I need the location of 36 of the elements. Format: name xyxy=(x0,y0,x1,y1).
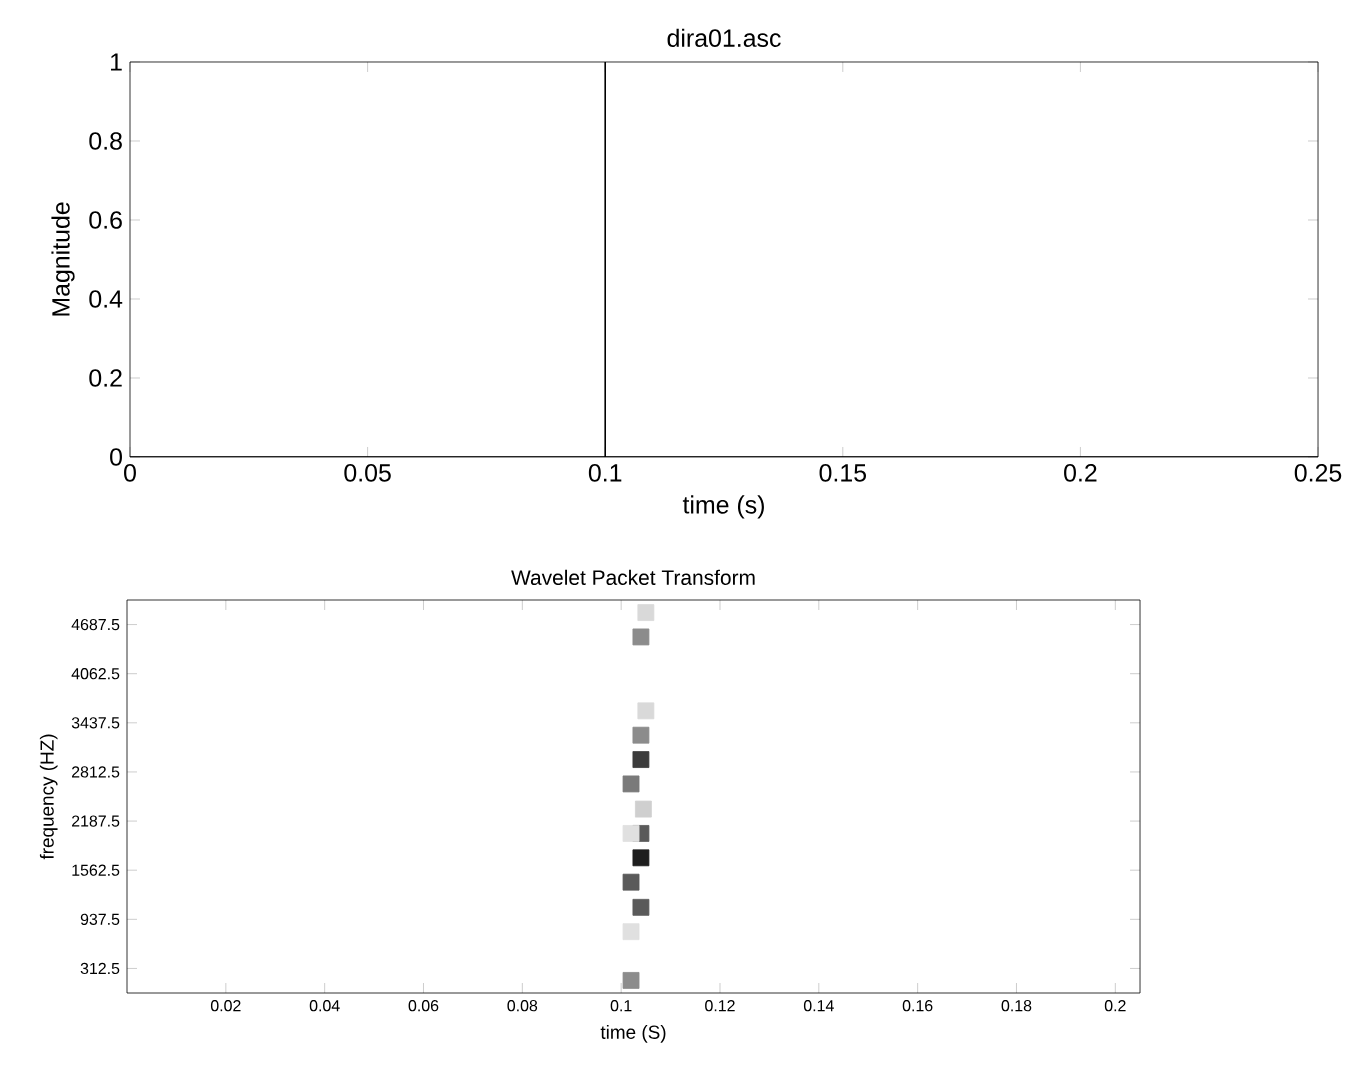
y-tick-label: 0.4 xyxy=(89,290,123,308)
y-tick-label: 1 xyxy=(111,53,122,71)
chart-title: Wavelet Packet Transform xyxy=(511,569,755,586)
y-axis-title: Magnitude xyxy=(51,202,75,316)
x-axis-title: time (s) xyxy=(682,495,764,519)
x-tick-label: 0.2 xyxy=(1104,1000,1126,1012)
x-tick-label: 0.02 xyxy=(210,1000,241,1012)
y-tick-label: 4062.5 xyxy=(71,668,120,680)
y-tick-label: 2187.5 xyxy=(72,815,120,827)
y-tick-label: 1562.5 xyxy=(72,864,120,876)
y-axis-title: frequency (HZ) xyxy=(39,734,58,860)
x-tick-label: 0.06 xyxy=(408,1000,439,1012)
chart-title: dira01.asc xyxy=(667,28,781,47)
y-tick-label: 3437.5 xyxy=(71,717,120,729)
x-tick-label: 0.25 xyxy=(1294,464,1342,482)
x-tick-label: 0 xyxy=(124,464,136,482)
y-tick-label: 2812.5 xyxy=(72,766,120,778)
x-tick-label: 0.14 xyxy=(803,1000,834,1012)
y-tick-label: 4687.5 xyxy=(71,618,120,631)
x-tick-label: 0.16 xyxy=(902,1000,933,1012)
y-tick-label: 0 xyxy=(110,448,122,466)
x-tick-label: 0.1 xyxy=(610,1000,632,1012)
y-tick-label: 0.2 xyxy=(89,369,122,387)
x-axis-title: time (S) xyxy=(600,1025,666,1043)
x-tick-label: 0.05 xyxy=(344,464,391,482)
x-tick-label: 0.1 xyxy=(588,464,622,482)
y-tick-label: 0.6 xyxy=(89,211,122,229)
y-tick-label: 0.8 xyxy=(89,132,122,150)
x-tick-label: 0.08 xyxy=(507,1000,538,1012)
x-tick-label: 0.15 xyxy=(819,464,866,482)
y-tick-label: 937.5 xyxy=(80,913,120,925)
x-tick-label: 0.12 xyxy=(705,1000,735,1012)
x-tick-label: 0.18 xyxy=(1001,1000,1032,1012)
x-tick-label: 0.2 xyxy=(1064,464,1097,482)
x-tick-label: 0.04 xyxy=(309,1000,340,1012)
y-tick-label: 312.5 xyxy=(80,962,120,975)
